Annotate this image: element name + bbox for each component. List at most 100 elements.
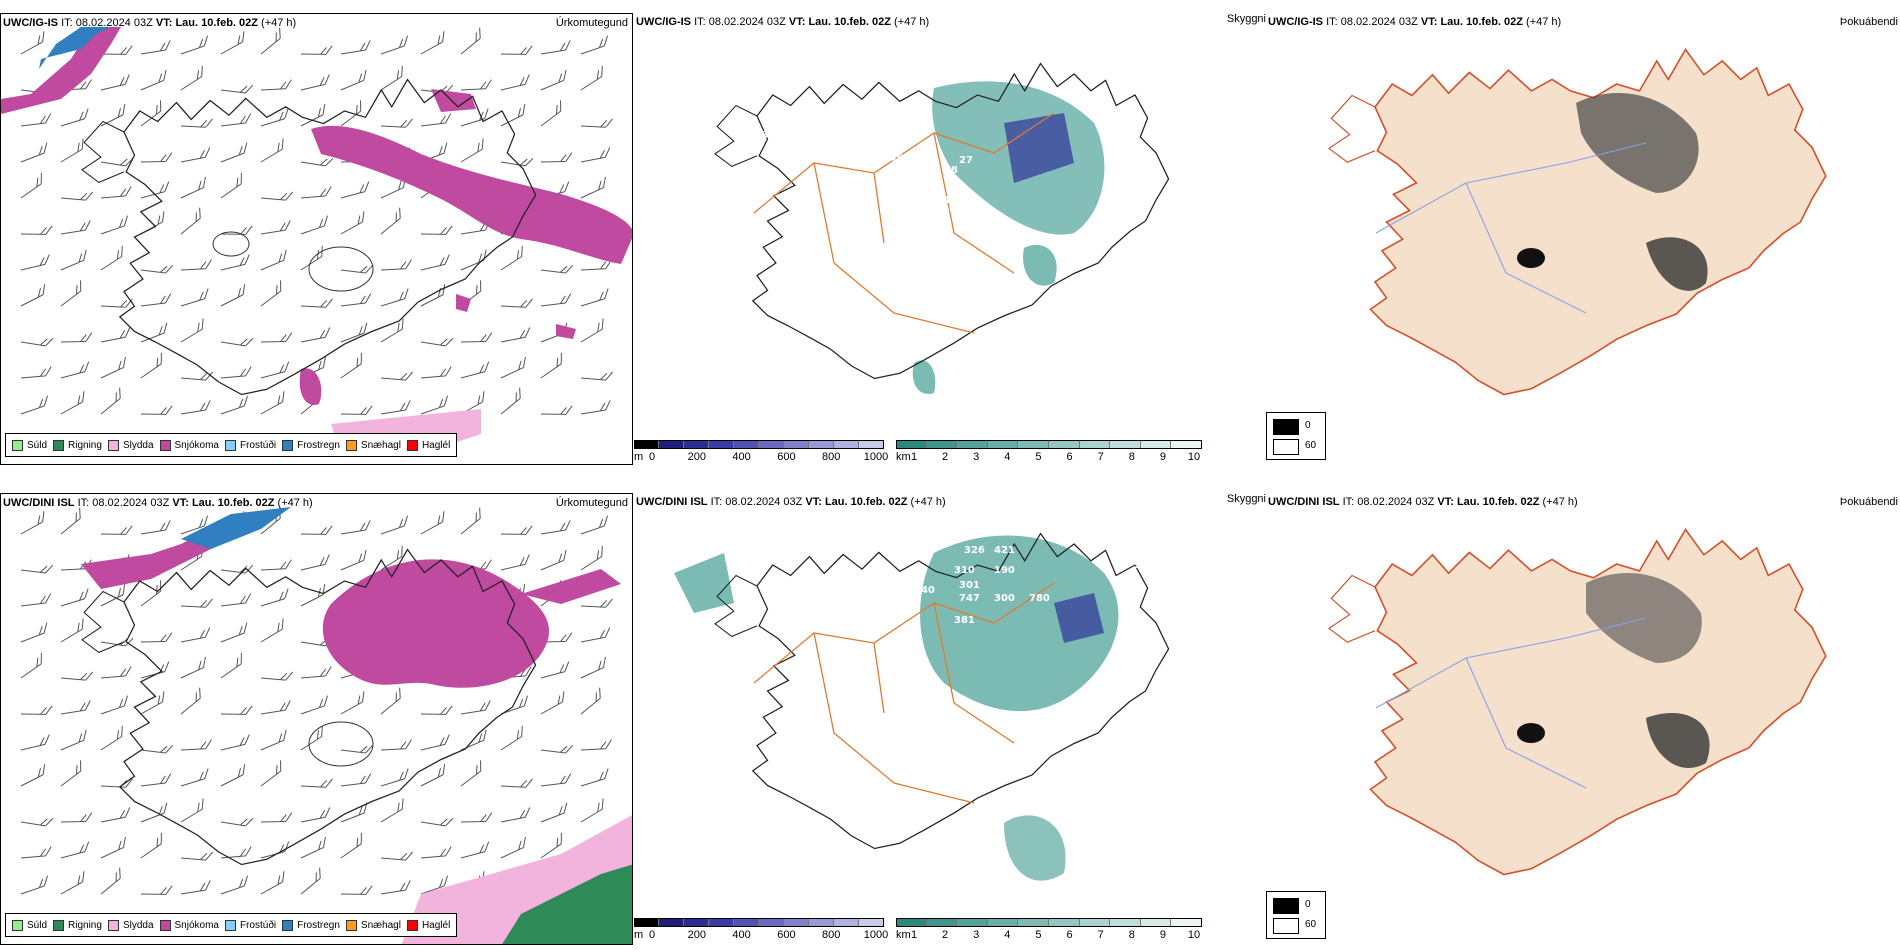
colorbar-frame (634, 918, 884, 927)
colorbar-tick: 2 (942, 929, 949, 941)
wind-barb (420, 109, 452, 130)
field-name: Skyggni (1226, 493, 1266, 505)
wind-barb (540, 145, 573, 169)
field-name: Skyggni (1226, 13, 1266, 25)
glacier-outline (212, 231, 250, 257)
wind-barb (20, 589, 52, 610)
wind-barb (293, 867, 327, 895)
wind-barb (500, 325, 531, 344)
visibility-panel-top: UWC/IG-IS IT: 08.02.2024 03Z VT: Lau. 10… (634, 13, 1266, 465)
panel-title: UWC/DINI ISL IT: 08.02.2024 03Z VT: Lau.… (1268, 496, 1578, 508)
fog-index-area (1576, 93, 1699, 193)
low-visibility-area (920, 535, 1119, 712)
colorbar-tick: 5 (1035, 451, 1042, 463)
snow-area (556, 324, 576, 339)
visibility-value-label: 723 (919, 220, 940, 231)
legend-swatch (12, 439, 23, 451)
colorbar-tick: 400 (732, 451, 751, 463)
wind-barb (300, 73, 330, 91)
wind-barb (100, 518, 133, 542)
colorbar-segment (896, 918, 927, 927)
wind-barb (140, 37, 171, 57)
wind-barb (380, 362, 414, 388)
legend-label: Slydda (122, 919, 154, 931)
colorbar-tick: 4 (1004, 451, 1011, 463)
colorbar-segment (1110, 440, 1141, 449)
wind-barb (337, 549, 370, 571)
wind-barb (340, 769, 372, 790)
wind-barb (580, 625, 611, 644)
wind-barb (14, 652, 48, 679)
colorbar-segment (834, 918, 859, 927)
legend-swatch (159, 919, 171, 931)
colorbar-unit: km (896, 929, 911, 941)
low-ceiling-area (1004, 113, 1074, 183)
wind-barb (59, 588, 90, 607)
wind-barb (180, 625, 211, 644)
wind-barb (416, 30, 449, 55)
colorbar-tick: 3 (973, 929, 980, 941)
legend-label: Haglél (421, 919, 451, 931)
wind-barb (95, 725, 128, 751)
colorbar-segment (784, 918, 809, 927)
glacier-outline (308, 246, 374, 292)
wind-barb (175, 318, 209, 343)
wind-barb (416, 763, 449, 787)
wind-barb (18, 622, 50, 643)
glacier-outline (308, 721, 374, 767)
wind-barb (579, 768, 610, 787)
wind-barb (100, 770, 133, 795)
panel-title: UWC/IG-IS IT: 08.02.2024 03Z VT: Lau. 10… (3, 17, 297, 29)
wind-barb (19, 875, 50, 895)
wind-barb (300, 661, 332, 683)
wind-barb (536, 690, 569, 715)
wind-barb (173, 687, 207, 715)
wind-barb (260, 662, 294, 688)
wind-barb (20, 109, 52, 130)
wind-barb (500, 73, 530, 91)
visibility-map: 326 421 310 190 301 640 747 200 497 238 388 381 300 7… (674, 532, 1170, 881)
legend-swatch (159, 439, 171, 451)
legend-item: Súld (12, 919, 47, 931)
wind-barb (253, 27, 287, 55)
legend-item: Snjókoma (159, 439, 219, 451)
wind-barb (380, 253, 413, 276)
wind-barb (579, 35, 610, 55)
colorbar-tick: 600 (777, 451, 796, 463)
wind-barb (580, 145, 611, 164)
colorbar-tick: 600 (777, 929, 796, 941)
wind-barb (60, 805, 93, 829)
colorbar-segment (684, 918, 709, 927)
visibility-value-label: 333 (894, 113, 915, 124)
wind-barb (500, 38, 533, 62)
wind-barb (455, 138, 489, 163)
panel-title: UWC/DINI ISL IT: 08.02.2024 03Z VT: Lau.… (3, 497, 313, 509)
wind-barb (580, 733, 613, 756)
legend-item: Slydda (107, 919, 154, 931)
wind-barb (379, 288, 410, 307)
wind-barb (20, 733, 50, 751)
legend-label: Súld (27, 439, 48, 451)
wind-barb (260, 553, 293, 576)
wind-barb (97, 836, 129, 859)
legend-swatch (224, 439, 236, 451)
wind-barb (300, 553, 330, 571)
visibility-value-label: 421 (994, 545, 1015, 556)
colorbar-segment (1110, 918, 1141, 927)
colorbar-tick: 200 (687, 451, 706, 463)
wind-barb (134, 832, 168, 859)
wind-barb (340, 517, 371, 537)
wind-barb (97, 356, 129, 379)
legend-swatch (107, 439, 119, 451)
wind-barb (180, 590, 213, 615)
wind-barb (219, 395, 250, 415)
wind-barb (260, 217, 291, 237)
wind-barb (19, 395, 50, 415)
wind-barb (57, 249, 90, 271)
wind-barb (580, 397, 611, 417)
wind-barb (495, 725, 528, 751)
panel-title: UWC/IG-IS IT: 08.02.2024 03Z VT: Lau. 10… (1268, 16, 1562, 28)
colorbar-tick: 7 (1097, 929, 1104, 941)
wind-barb (580, 110, 613, 135)
